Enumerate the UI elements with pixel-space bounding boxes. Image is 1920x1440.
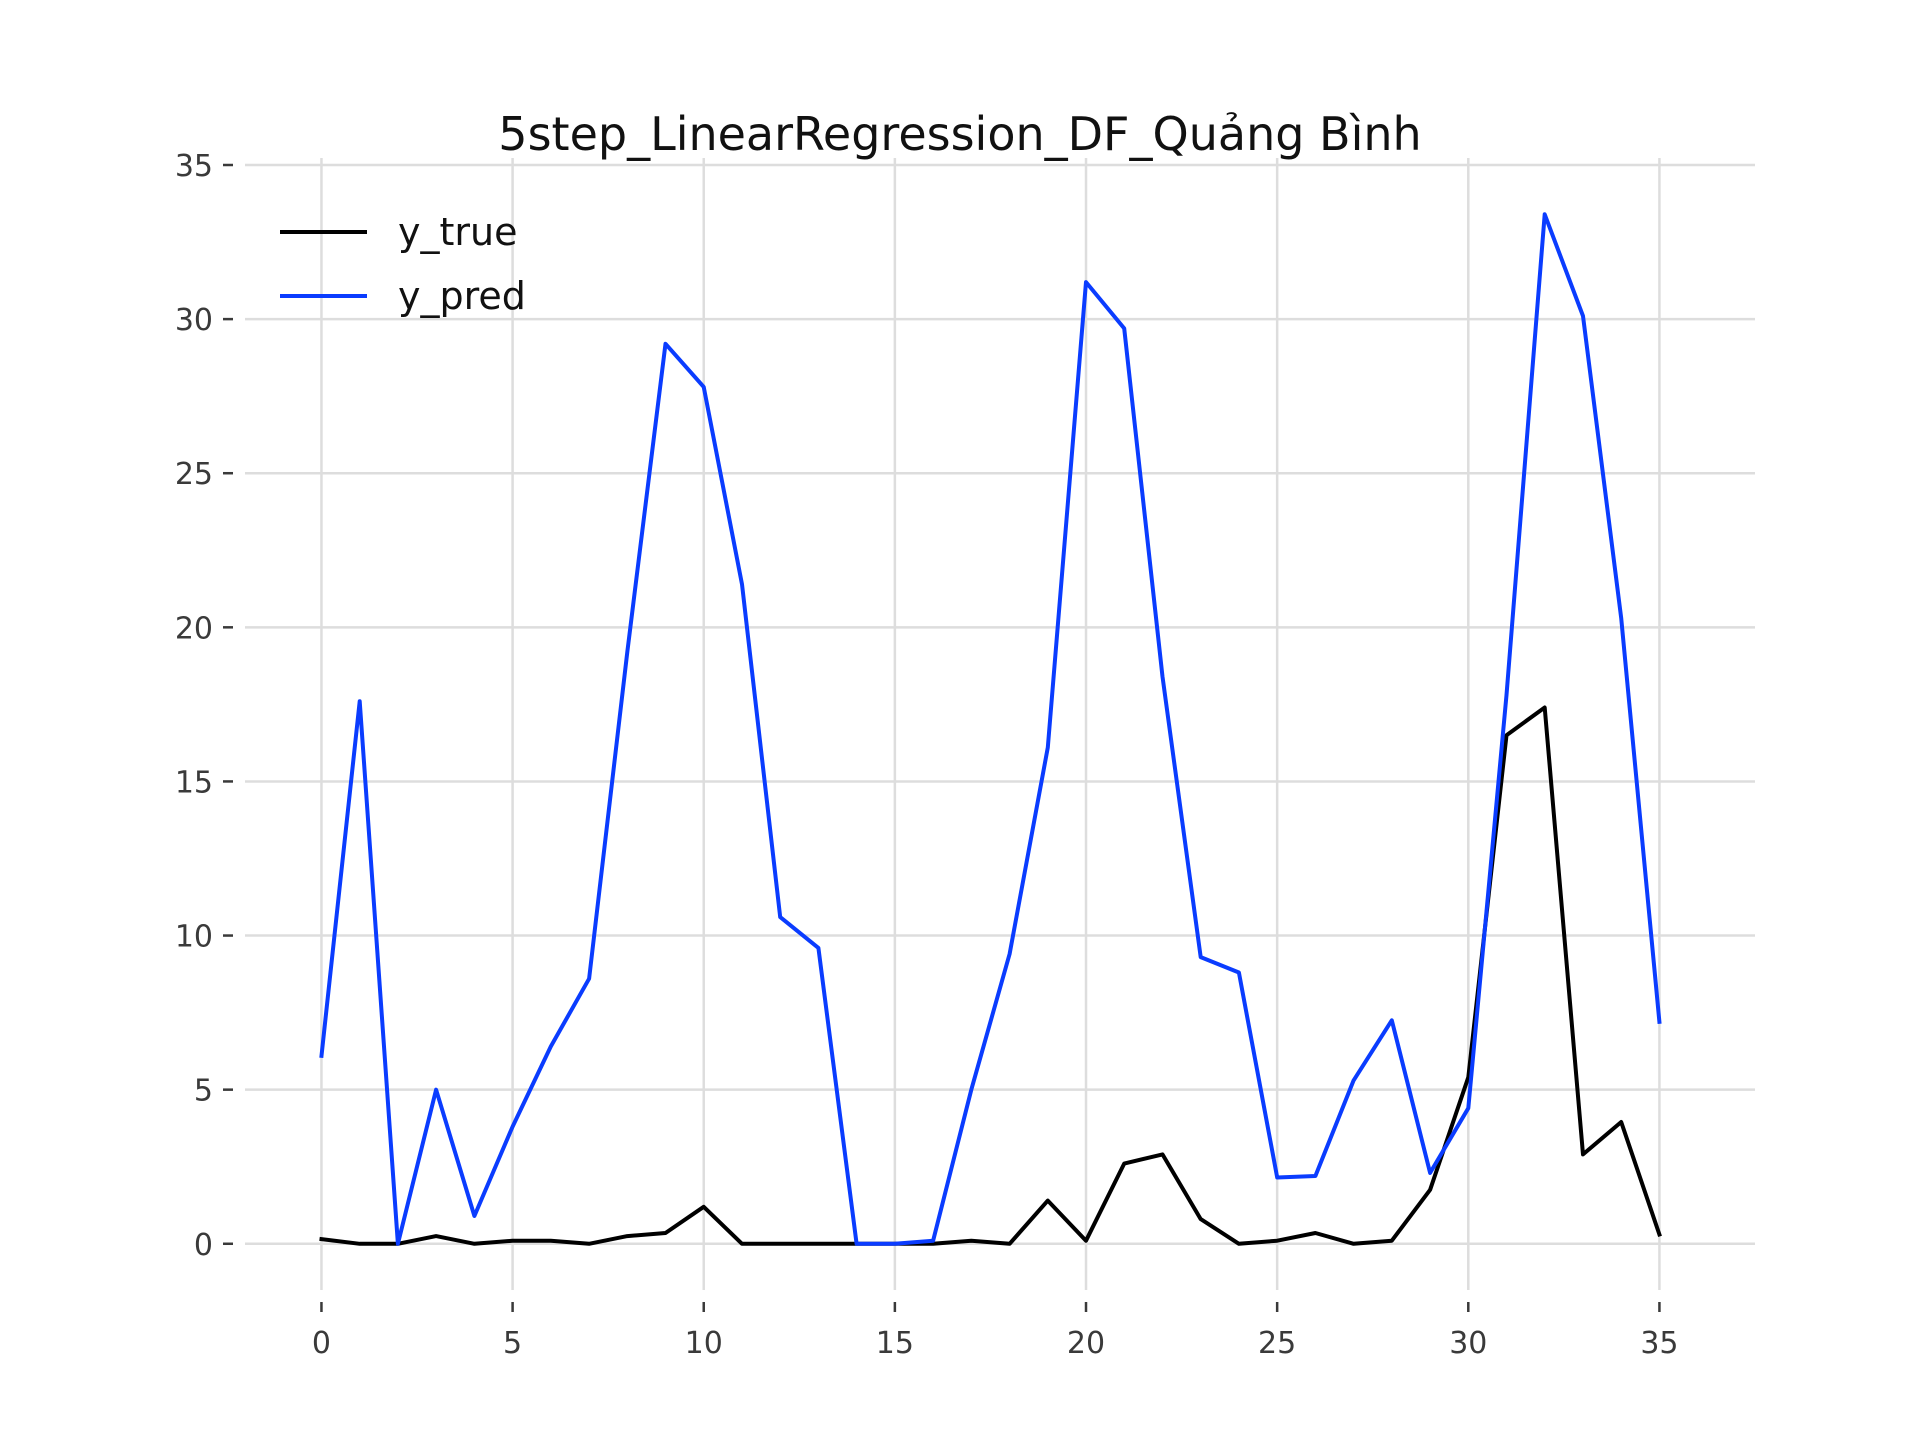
y-tick-label: 0: [194, 1228, 213, 1263]
x-tick-label: 5: [503, 1326, 522, 1361]
y-tick-label: 20: [175, 611, 213, 646]
grid: [245, 158, 1755, 1290]
x-tick-label: 20: [1067, 1326, 1105, 1361]
y-tick-label: 5: [194, 1074, 213, 1109]
chart-title: 5step_LinearRegression_DF_Quảng Bình: [498, 107, 1421, 161]
axes: 0 5 10 15 20 25 30 35 0 5 10 15 20 25 30 35: [175, 149, 1679, 1361]
y-tick-label: 35: [175, 149, 213, 184]
y-tick-label: 30: [175, 303, 213, 338]
x-tick-label: 25: [1258, 1326, 1296, 1361]
y-tick-label: 10: [175, 920, 213, 955]
series-lines: [319, 212, 1662, 1246]
x-tick-label: 15: [876, 1326, 914, 1361]
legend-label-y-pred: y_pred: [398, 274, 526, 318]
x-tick-label: 0: [312, 1326, 331, 1361]
y-tick-label: 25: [175, 457, 213, 492]
y-tick-label: 15: [175, 765, 213, 800]
x-tick-label: 35: [1640, 1326, 1678, 1361]
x-tick-label: 30: [1449, 1326, 1487, 1361]
legend-label-y-true: y_true: [398, 210, 517, 254]
x-tick-label: 10: [685, 1326, 723, 1361]
legend: y_true y_pred: [280, 210, 526, 318]
series-line-y-true: [319, 705, 1662, 1246]
series-line-y-pred: [319, 212, 1662, 1246]
